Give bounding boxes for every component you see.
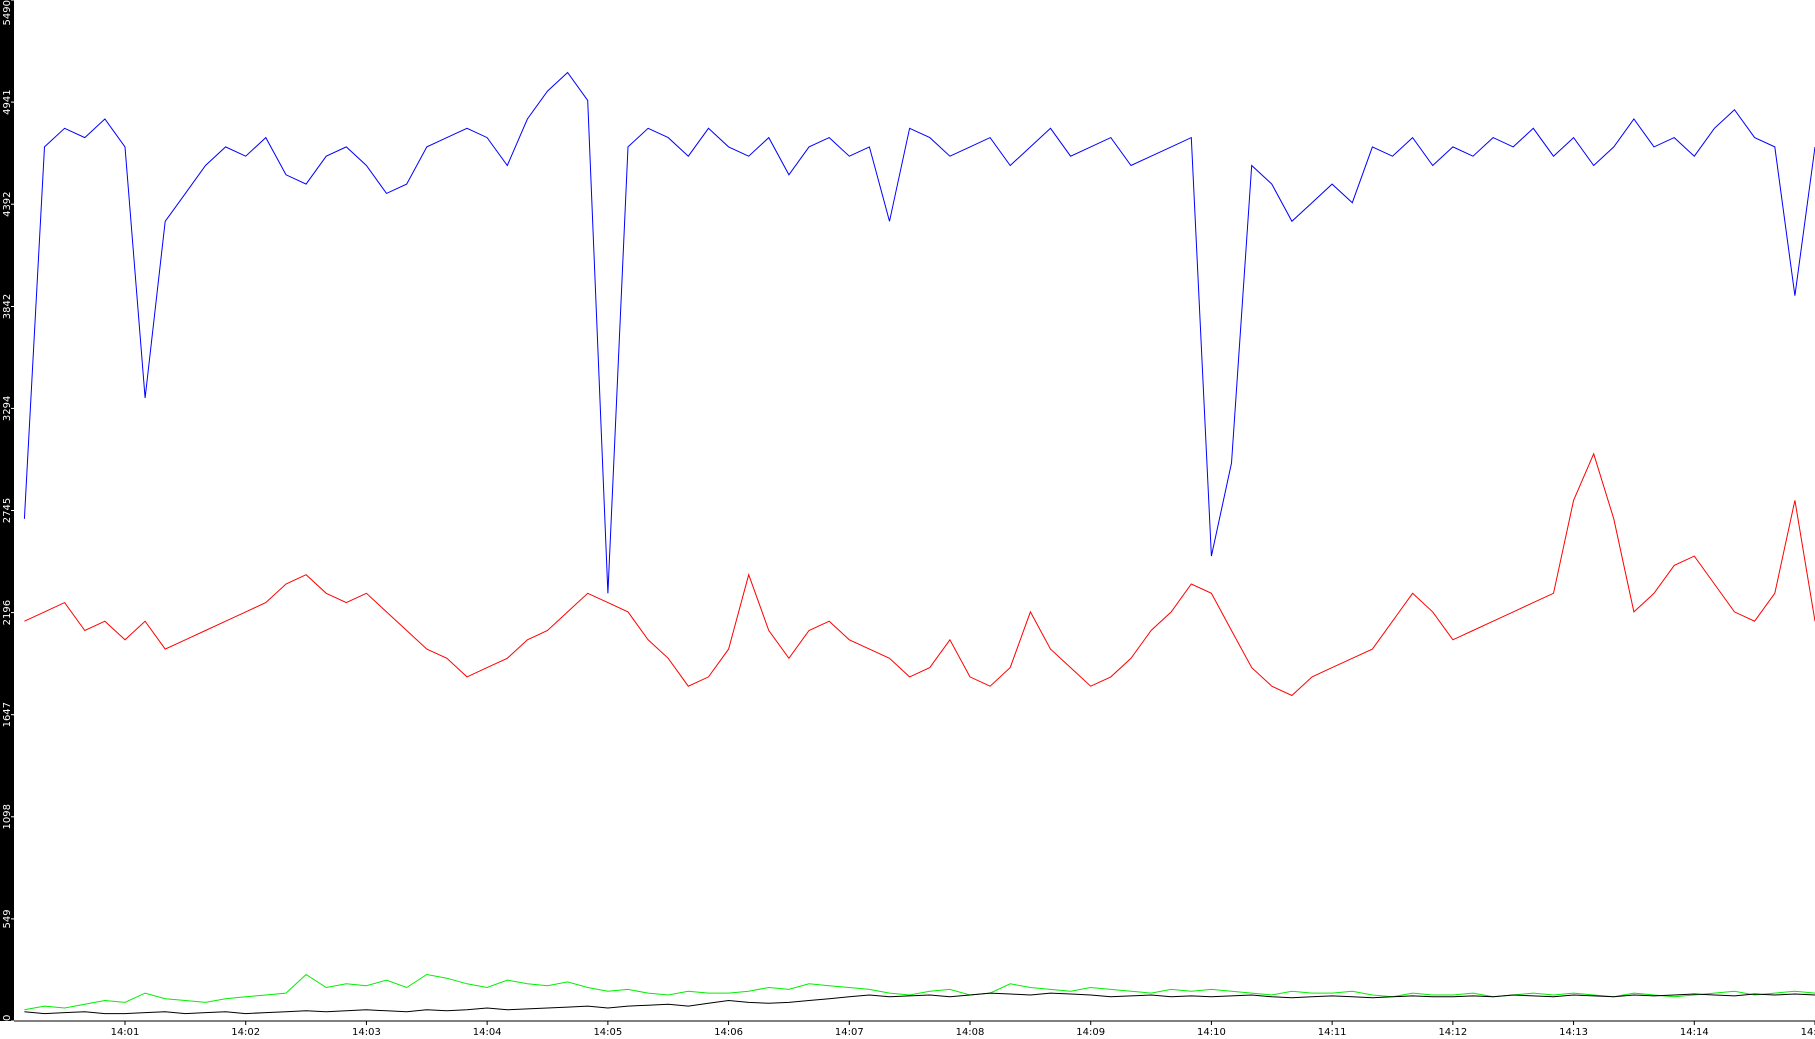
y-tick-label: 5490 (2, 0, 13, 25)
y-tick-label: 0 (2, 1015, 13, 1021)
series-line (24, 992, 1815, 1015)
y-tick-label: 2745 (2, 498, 13, 523)
y-tick-label: 3842 (2, 294, 13, 319)
x-tick-label: 14:14 (1680, 1027, 1709, 1038)
series-line (24, 452, 1815, 697)
x-tick-label: 14:05 (593, 1027, 622, 1038)
x-tick-label: 14:08 (956, 1027, 985, 1038)
x-tick-label: 14:11 (1318, 1027, 1347, 1038)
y-tick-label: 4941 (2, 89, 13, 114)
x-tick-label: 14:06 (714, 1027, 743, 1038)
x-tick-label: 14:03 (352, 1027, 381, 1038)
x-tick-label: 14:04 (473, 1027, 502, 1038)
x-tick-label: 14:02 (231, 1027, 260, 1038)
y-tick-label: 1647 (2, 702, 13, 727)
x-tick-label: 14:15 (1801, 1027, 1815, 1038)
x-tick-label: 14:09 (1076, 1027, 1105, 1038)
x-tick-label: 14:01 (111, 1027, 140, 1038)
y-tick-label: 2196 (2, 600, 13, 625)
y-tick-label: 549 (2, 909, 13, 928)
x-tick-label: 14:13 (1559, 1027, 1588, 1038)
x-tick-label: 14:10 (1197, 1027, 1226, 1038)
y-axis-strip (0, 0, 14, 1021)
y-tick-label: 1098 (2, 804, 13, 829)
x-tick-label: 14:12 (1438, 1027, 1467, 1038)
y-tick-label: 4392 (2, 191, 13, 216)
series-line (23, 71, 1815, 594)
y-tick-label: 3294 (2, 396, 13, 421)
series-line (24, 973, 1815, 1011)
x-tick-label: 14:07 (835, 1027, 864, 1038)
